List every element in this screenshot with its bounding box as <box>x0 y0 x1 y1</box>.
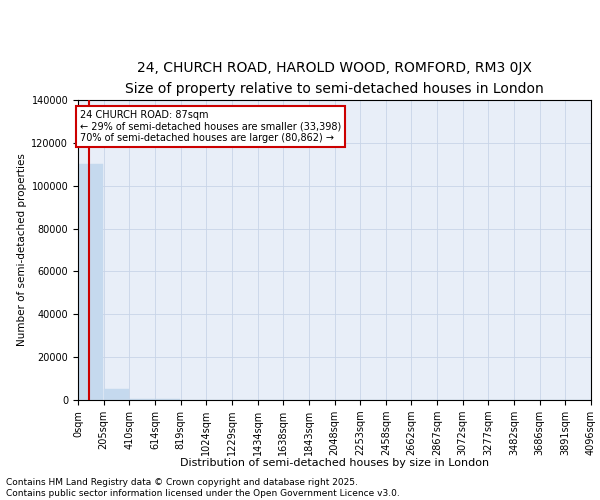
X-axis label: Distribution of semi-detached houses by size in London: Distribution of semi-detached houses by … <box>180 458 489 468</box>
Text: Contains HM Land Registry data © Crown copyright and database right 2025.
Contai: Contains HM Land Registry data © Crown c… <box>6 478 400 498</box>
Y-axis label: Number of semi-detached properties: Number of semi-detached properties <box>17 154 27 346</box>
Bar <box>130 398 155 400</box>
Bar <box>78 164 103 400</box>
Title: 24, CHURCH ROAD, HAROLD WOOD, ROMFORD, RM3 0JX
Size of property relative to semi: 24, CHURCH ROAD, HAROLD WOOD, ROMFORD, R… <box>125 62 544 96</box>
Text: 24 CHURCH ROAD: 87sqm
← 29% of semi-detached houses are smaller (33,398)
70% of : 24 CHURCH ROAD: 87sqm ← 29% of semi-deta… <box>80 110 341 143</box>
Bar <box>104 390 129 400</box>
